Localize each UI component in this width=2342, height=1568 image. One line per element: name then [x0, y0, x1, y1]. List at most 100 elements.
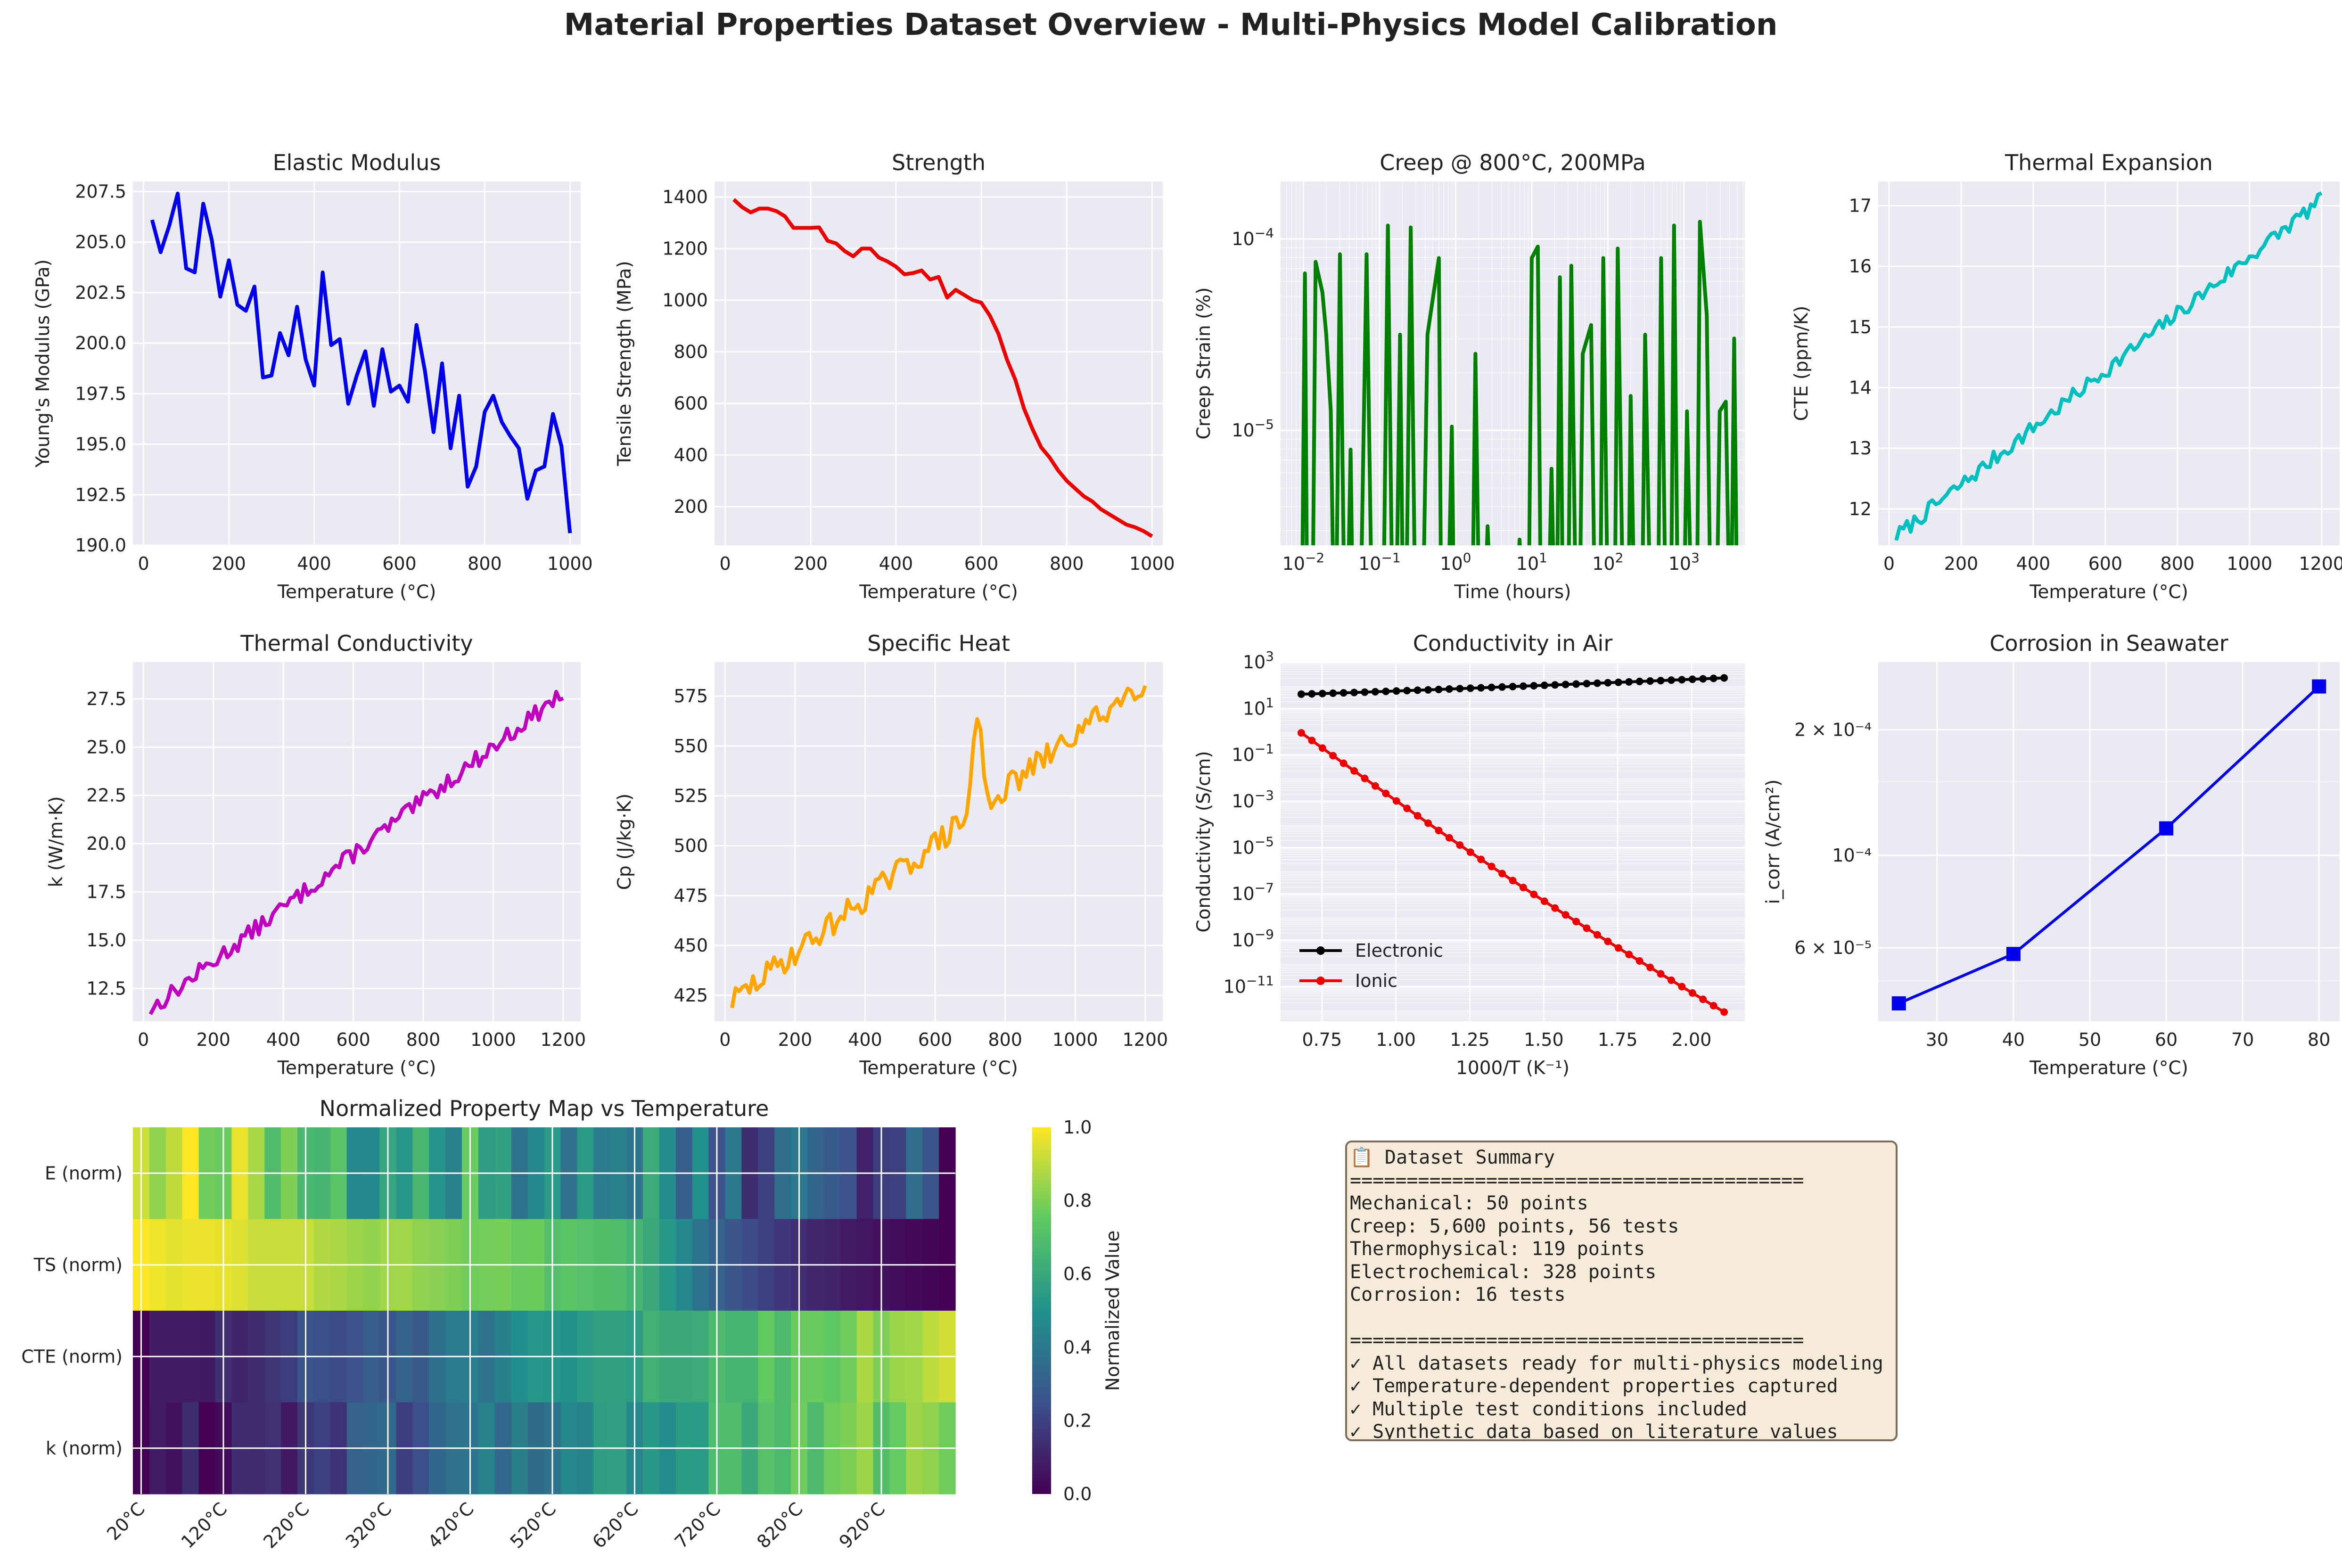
- x-tick-label: 720°C: [671, 1498, 725, 1552]
- creep-curve: [1395, 333, 1405, 545]
- x-tick-label: 1000: [1052, 1029, 1098, 1050]
- data-point: [1456, 841, 1464, 849]
- data-point: [1678, 983, 1686, 991]
- data-point: [1625, 951, 1633, 959]
- x-tick-label: 920°C: [835, 1498, 889, 1552]
- creep-curve: [1695, 220, 1712, 545]
- data-point: [1445, 685, 1453, 693]
- y-tick-label: 6 × 10⁻⁵: [1794, 937, 1872, 958]
- data-point: [1477, 684, 1485, 692]
- x-tick-label: 200: [1944, 553, 1979, 574]
- colorbar-tick-label: 0.4: [1063, 1337, 1092, 1358]
- creep-curve: [1360, 252, 1373, 545]
- series-line-0: [730, 685, 1147, 1009]
- data-point: [1329, 689, 1337, 697]
- data-point: [1424, 819, 1432, 827]
- data-point: [1709, 1002, 1717, 1010]
- series-group: [148, 690, 564, 1015]
- x-tick-label: 1.00: [1376, 1029, 1416, 1050]
- plot-area: [715, 181, 1163, 545]
- y-axis-label: Young's Modulus (GPa): [33, 259, 54, 468]
- summary-line: ✓ All datasets ready for multi-physics m…: [1350, 1352, 1883, 1374]
- summary-line: ✓ Synthetic data based on literature val…: [1350, 1421, 1838, 1441]
- data-point: [1339, 689, 1348, 697]
- data-point: [1435, 827, 1443, 835]
- x-tick-label: 0: [1883, 553, 1895, 574]
- y-tick-label: 475: [674, 885, 708, 906]
- x-tick-label: 20°C: [103, 1498, 149, 1544]
- summary-line: Electrochemical: 328 points: [1350, 1261, 1657, 1283]
- data-point: [1382, 687, 1390, 695]
- series-group: [1297, 674, 1728, 1016]
- y-tick-label: 190.0: [75, 535, 126, 556]
- y-tick-label: 12: [1849, 499, 1872, 519]
- x-axis-label: Time (hours): [1454, 582, 1571, 603]
- data-point: [1646, 963, 1654, 971]
- creep-curve: [1657, 256, 1667, 545]
- x-tick-label: 600: [336, 1029, 370, 1050]
- panel-cp: 0 200 400 600 800 1000 1200 425 450 475 500 525 550 5…: [614, 631, 1168, 1079]
- data-point: [1477, 855, 1485, 863]
- creep-curve: [1716, 400, 1730, 545]
- y-tick-label: 200.0: [75, 333, 126, 353]
- x-tick-label: 420°C: [424, 1498, 478, 1552]
- data-point: [1297, 729, 1305, 737]
- data-point: [1445, 834, 1453, 842]
- x-axis-label: Temperature (°C): [277, 1058, 436, 1079]
- data-point: [1540, 681, 1548, 690]
- x-tick-label: 800: [2161, 553, 2195, 574]
- y-tick-label: 200: [674, 496, 708, 517]
- data-point: [1561, 911, 1570, 919]
- x-tick-label: 0.75: [1302, 1029, 1342, 1050]
- data-point: [1667, 976, 1675, 984]
- x-tick-label: 101: [1516, 550, 1547, 574]
- series-group: [1300, 220, 1739, 545]
- data-point: [1604, 937, 1612, 945]
- x-tick-label: 200: [794, 553, 828, 574]
- data-point: [1329, 752, 1337, 760]
- data-point: [1403, 687, 1411, 695]
- summary-line: ========================================: [1350, 1169, 1804, 1191]
- y-tick-label: 1000: [662, 290, 708, 311]
- summary-line: Thermophysical: 119 points: [1350, 1238, 1645, 1260]
- data-point: [1572, 918, 1580, 926]
- x-tick-label: 1200: [1122, 1029, 1168, 1050]
- data-point: [1519, 884, 1527, 892]
- data-point: [1509, 682, 1517, 690]
- y-tick-label: 25.0: [86, 737, 126, 757]
- x-tick-label: 30: [1926, 1029, 1948, 1050]
- data-point: [1614, 678, 1622, 686]
- data-point: [1572, 680, 1580, 688]
- x-tick-label: 800: [406, 1029, 441, 1050]
- panel-title: Normalized Property Map vs Temperature: [320, 1096, 769, 1121]
- y-axis-label: Cp (J/kg·K): [614, 794, 635, 890]
- x-tick-label: 400: [266, 1029, 301, 1050]
- y-tick-label: 10−4: [1232, 225, 1274, 249]
- data-point: [1382, 789, 1390, 797]
- figure-title: Material Properties Dataset Overview - M…: [564, 8, 1778, 42]
- panel-title: Corrosion in Seawater: [1989, 631, 2228, 656]
- legend-label: Ionic: [1355, 970, 1397, 991]
- data-point: [1583, 924, 1591, 932]
- creep-curve: [1555, 275, 1564, 545]
- x-axis-label: Temperature (°C): [859, 1058, 1018, 1079]
- data-point: [1604, 679, 1612, 687]
- plot-area: [1281, 181, 1745, 545]
- y-tick-label: 525: [674, 786, 708, 806]
- series-group: [732, 198, 1153, 538]
- data-point: [1318, 690, 1326, 698]
- data-point: [1392, 797, 1400, 805]
- x-tick-label: 10−1: [1358, 550, 1401, 574]
- y-tick-label: 195.0: [75, 434, 126, 455]
- y-tick-label: E (norm): [45, 1163, 123, 1183]
- data-point: [1551, 681, 1559, 689]
- panel-elastic: 0 200 400 600 800 1000 190.0 192.5 195.0 197.5 200…: [33, 150, 593, 603]
- panel-strength: 0 200 400 600 800 1000 200 400 600 800 1000 1200 140…: [614, 150, 1175, 603]
- y-tick-label: 2 × 10⁻⁴: [1794, 719, 1872, 740]
- y-tick-label: CTE (norm): [21, 1346, 123, 1367]
- y-tick-label: 600: [674, 393, 708, 414]
- x-tick-label: 1200: [541, 1029, 586, 1050]
- x-tick-label: 100: [1440, 550, 1471, 574]
- data-point: [1891, 996, 1906, 1010]
- summary-line: Creep: 5,600 points, 56 tests: [1350, 1215, 1679, 1237]
